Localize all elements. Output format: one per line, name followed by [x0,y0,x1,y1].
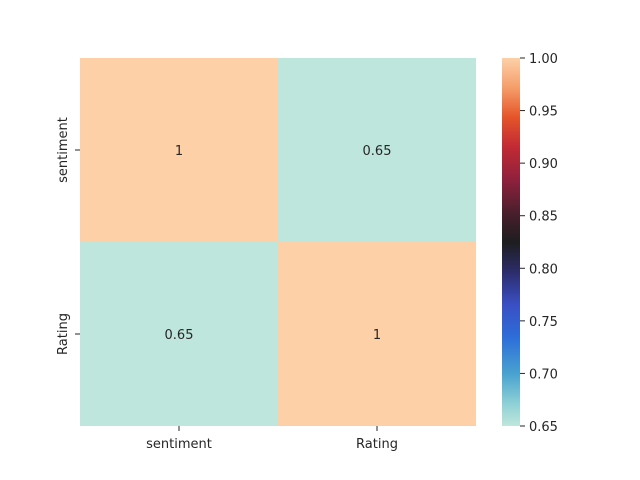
y-tick-label: Rating [56,313,71,355]
colorbar-tick-label: 0.85 [529,210,558,225]
cell-value-label: 0.65 [363,144,392,159]
colorbar [502,58,520,426]
x-tick-label: Rating [356,437,398,452]
x-axis-ticks: sentiment Rating [146,426,398,452]
cell-value-label: 1 [373,328,381,343]
x-tick-label: sentiment [146,437,212,452]
colorbar-tick-label: 0.75 [529,315,558,330]
colorbar-tick-label: 0.70 [529,367,558,382]
cell-value-label: 1 [175,144,183,159]
colorbar-tick-label: 0.95 [529,105,558,120]
colorbar-tick-label: 0.80 [529,262,558,277]
colorbar-tick-label: 0.65 [529,420,558,435]
y-tick-label: sentiment [56,117,71,183]
colorbar-tick-label: 1.00 [529,52,558,67]
heatmap-cell [80,242,278,426]
colorbar-tick-label: 0.90 [529,157,558,172]
cell-value-label: 0.65 [165,328,194,343]
y-axis-ticks: sentiment Rating [56,117,80,355]
heatmap-cell-labels: 1 0.65 0.65 1 [165,144,392,343]
heatmap-cell [278,58,476,242]
colorbar-ticks: 0.65 0.70 0.75 0.80 0.85 0.90 0.95 1.00 [520,52,558,435]
colorbar-gradient [502,58,520,426]
heatmap-cell [80,58,278,242]
heatmap-cells [80,58,476,426]
heatmap-cell [278,242,476,426]
